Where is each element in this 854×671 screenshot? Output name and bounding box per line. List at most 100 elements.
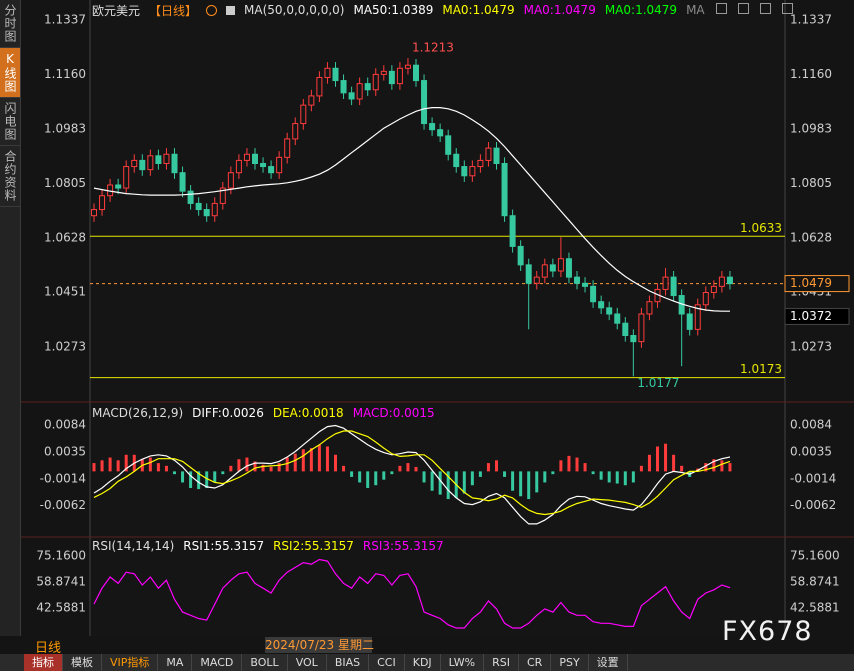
indicator-tab[interactable]: LW%: [441, 654, 485, 671]
macd-bar: [164, 465, 168, 472]
macd-bar: [664, 443, 668, 472]
indicator-tab[interactable]: BIAS: [327, 654, 370, 671]
last-price-label: 1.0479: [790, 276, 832, 290]
macd-bar: [647, 454, 651, 472]
candle-body: [598, 301, 605, 309]
y-tick-label: -0.0014: [40, 472, 86, 486]
legend-entry: DEA:0.0018: [272, 406, 344, 420]
macd-bar: [189, 471, 193, 488]
candle-body: [91, 209, 97, 217]
candle-body: [195, 202, 202, 211]
y-tick-label: 1.0983: [44, 121, 86, 135]
candle-body: [404, 64, 411, 69]
candle-body: [509, 215, 516, 247]
candle-body: [308, 95, 315, 106]
sidebar-tab[interactable]: 分时图: [0, 0, 20, 48]
y-tick-label: 1.0273: [790, 339, 832, 353]
indicator-tab[interactable]: KDJ: [405, 654, 441, 671]
candle-body: [606, 307, 613, 315]
macd-bar: [575, 457, 579, 472]
indicator-tab[interactable]: CCI: [369, 654, 405, 671]
candle-body: [147, 155, 154, 171]
candle-body: [268, 166, 275, 174]
sidebar-tab[interactable]: 合约资料: [0, 146, 20, 207]
macd-bar: [124, 454, 128, 472]
candle-body: [630, 334, 637, 343]
macd-bar: [639, 465, 643, 472]
candle-body: [469, 166, 476, 177]
candle-body: [453, 153, 460, 168]
candle-body: [324, 67, 331, 78]
macd-bar: [615, 471, 619, 484]
legend-entry: RSI3:55.3157: [362, 539, 444, 553]
macd-bar: [478, 471, 482, 477]
indicator-tab[interactable]: MACD: [192, 654, 243, 671]
macd-bar: [438, 471, 442, 495]
y-tick-label: 58.8741: [36, 574, 86, 588]
indicator-tab[interactable]: 指标: [24, 654, 63, 671]
macd-bar: [462, 471, 466, 494]
window-button[interactable]: [782, 3, 793, 14]
macd-bar: [245, 457, 249, 472]
indicator-tab[interactable]: VOL: [288, 654, 327, 671]
candle-body: [694, 304, 701, 330]
macd-bar: [173, 471, 176, 475]
macd-bar: [398, 465, 402, 472]
macd-bar: [342, 465, 346, 472]
candle-body: [99, 195, 106, 211]
y-tick-label: -0.0062: [40, 498, 86, 512]
candle-body: [549, 264, 556, 272]
macd-bar: [334, 454, 337, 472]
y-tick-label: 1.0805: [44, 176, 86, 190]
candle-body: [396, 67, 403, 85]
crosshair-date: 2024/07/23 星期二: [265, 637, 374, 653]
macd-bar: [551, 471, 555, 475]
sidebar-tab[interactable]: 闪电图: [0, 98, 20, 146]
indicator-tab[interactable]: VIP指标: [102, 654, 159, 671]
indicator-tab[interactable]: RSI: [484, 654, 519, 671]
candle-body: [372, 73, 379, 91]
macd-bar: [350, 471, 354, 477]
indicator-tab[interactable]: MA: [158, 654, 193, 671]
macd-bar: [631, 471, 635, 483]
candle-body: [243, 153, 250, 161]
color-icon[interactable]: [226, 5, 236, 15]
macd-bar: [486, 463, 490, 472]
sidebar-tab[interactable]: K线图: [0, 48, 20, 98]
legend-entry: MA: [686, 3, 705, 17]
candle-body: [211, 202, 218, 217]
candle-body: [139, 159, 146, 171]
macd-bar: [591, 471, 595, 475]
panel-title: RSI(14,14,14): [92, 539, 175, 553]
rsi-header: RSI(14,14,14) RSI1:55.3157 RSI2:55.3157 RSI…: [92, 538, 444, 554]
macd-bar: [285, 457, 289, 472]
window-button[interactable]: [716, 3, 727, 14]
candle-body: [718, 276, 725, 287]
y-tick-label: 1.0273: [44, 339, 86, 353]
macd-bar: [720, 460, 724, 472]
indicator-tab[interactable]: 设置: [589, 654, 628, 671]
indicator-tab[interactable]: 模板: [63, 654, 102, 671]
y-tick-label: 1.0628: [790, 230, 832, 244]
legend-entry: MACD:0.0015: [352, 406, 435, 420]
window-button[interactable]: [760, 3, 771, 14]
indicator-tab[interactable]: CR: [519, 654, 552, 671]
legend-entry: DIFF:0.0026: [192, 406, 264, 420]
reference-label: 1.0173: [740, 362, 782, 376]
macd-bar: [229, 465, 233, 472]
indicator-tab[interactable]: PSY: [551, 654, 589, 671]
candle-body: [702, 291, 709, 306]
macd-bar: [535, 471, 539, 493]
period-label: 日线: [35, 641, 62, 656]
window-button[interactable]: [738, 3, 749, 14]
candle-body: [638, 313, 645, 343]
indicator-tab[interactable]: BOLL: [242, 654, 288, 671]
macd-bar: [309, 448, 313, 472]
candle-body: [292, 123, 299, 140]
candle-body: [235, 159, 242, 174]
macd-bar: [317, 444, 321, 472]
macd-bar: [108, 457, 112, 472]
macd-bar: [583, 463, 587, 472]
add-icon[interactable]: [206, 4, 218, 16]
